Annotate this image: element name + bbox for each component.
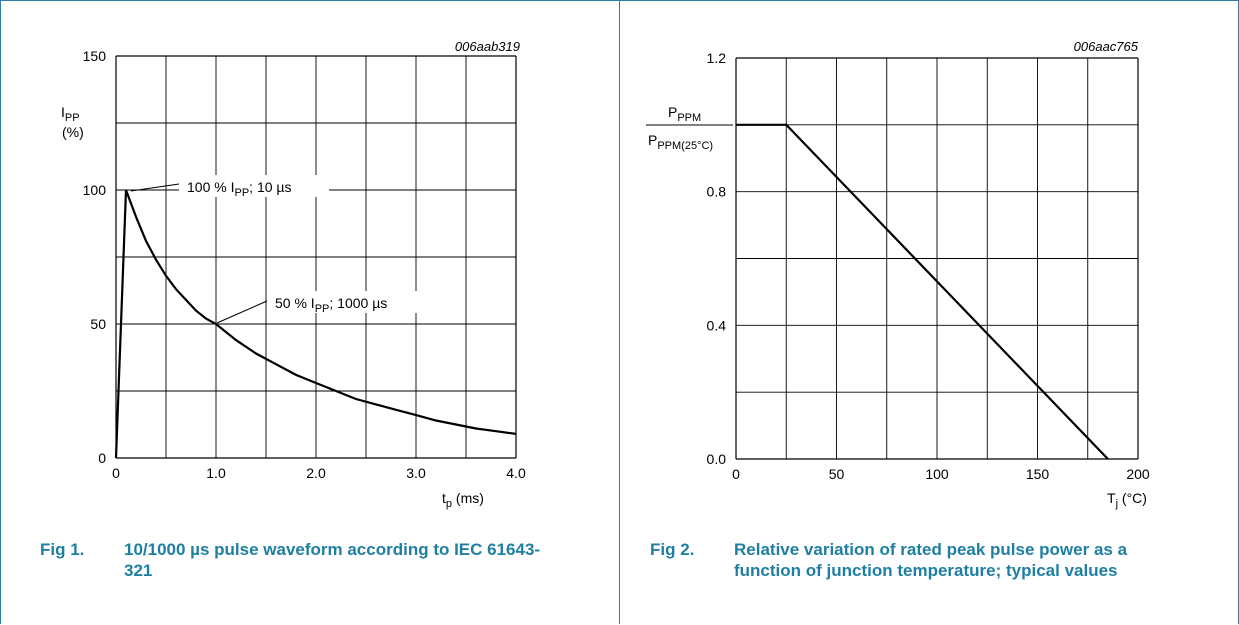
y-tick-label: 0.0 — [707, 451, 727, 467]
x-tick-label: 100 — [925, 466, 949, 482]
x-tick-label: 150 — [1026, 466, 1050, 482]
figure-title: 10/1000 µs pulse waveform according to I… — [124, 540, 541, 580]
x-tick-label: 0 — [732, 466, 740, 482]
annotation-bg-100 — [179, 175, 329, 197]
figure-code: 006aac765 — [1074, 39, 1139, 54]
figure-panel-1: 0 1.0 2.0 3.0 4.0 0 50 100 150 006aab319 IPP (%)… — [0, 0, 620, 624]
annotation-100-percent: 100 % IPP; 10 µs — [187, 179, 291, 199]
y-tick-label: 0.4 — [707, 317, 727, 333]
y-axis-numerator: PPPM — [668, 104, 701, 124]
pulse-curve — [114, 189, 517, 459]
annotation-leader-100 — [130, 183, 180, 192]
chart-grid — [115, 55, 517, 459]
figure-number: Fig 2. — [650, 540, 695, 559]
x-tick-label: 3.0 — [406, 465, 426, 481]
x-axis-label: Tj (°C) — [1107, 490, 1147, 510]
x-tick-label: 50 — [829, 466, 845, 482]
x-tick-label: 0 — [112, 465, 120, 481]
annotation-50-percent: 50 % IPP; 1000 µs — [275, 295, 387, 315]
x-axis-label: tp (ms) — [442, 490, 484, 510]
chart-grid — [735, 57, 1139, 460]
annotation-bg-50 — [267, 291, 419, 313]
y-tick-label: 50 — [90, 316, 106, 332]
annotation-leader-50 — [216, 300, 268, 324]
y-tick-label: 0 — [98, 450, 106, 466]
x-tick-label: 1.0 — [206, 465, 226, 481]
tick-labels: 0 50 100 150 200 0.0 0.4 0.8 1.2 — [707, 50, 1150, 482]
y-tick-label: 1.2 — [707, 50, 727, 66]
derating-curve — [736, 123, 1109, 460]
y-tick-label: 150 — [83, 48, 107, 64]
tick-labels: 0 1.0 2.0 3.0 4.0 0 50 100 150 — [83, 48, 526, 481]
x-tick-label: 4.0 — [506, 465, 526, 481]
figure-code: 006aab319 — [455, 39, 520, 54]
y-tick-label: 0.8 — [707, 184, 727, 200]
y-axis-unit: (%) — [62, 124, 84, 140]
x-tick-label: 200 — [1126, 466, 1150, 482]
figure-number: Fig 1. — [40, 540, 85, 559]
pulse-waveform-chart: 0 1.0 2.0 3.0 4.0 0 50 100 150 006aab319 IPP (%)… — [61, 39, 526, 510]
y-axis-label: IPP — [61, 104, 80, 124]
figure-panel-2: 0 50 100 150 200 0.0 0.4 0.8 1.2 006aac765 PPPM … — [619, 0, 1239, 624]
figure-title: Relative variation of rated peak pulse p… — [734, 540, 1128, 580]
x-tick-label: 2.0 — [306, 465, 326, 481]
y-axis-denominator: PPPM(25°C) — [648, 132, 713, 152]
y-tick-label: 100 — [83, 182, 107, 198]
